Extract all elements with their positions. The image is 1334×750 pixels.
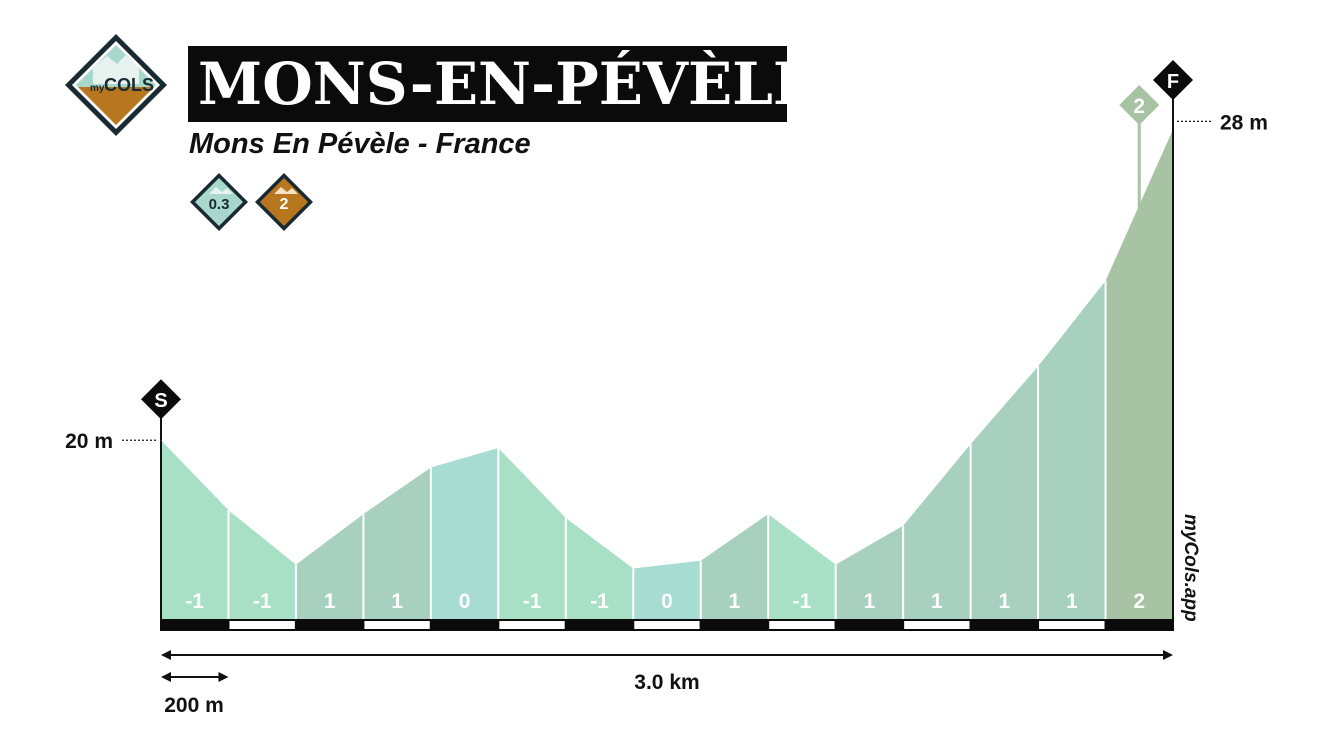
scale-bar-block bbox=[294, 619, 365, 631]
profile-segment bbox=[295, 514, 364, 619]
scale-bar-block bbox=[902, 619, 972, 631]
profile-segment bbox=[768, 514, 836, 619]
scale-label: 200 m bbox=[164, 694, 224, 717]
scale-bar-block bbox=[632, 619, 702, 631]
grade-label: 1 bbox=[864, 590, 876, 613]
grade-label: 1 bbox=[1066, 590, 1078, 613]
profile-segment bbox=[970, 366, 1039, 619]
profile-segment bbox=[1105, 129, 1173, 619]
grade-label: 1 bbox=[931, 590, 943, 613]
grade-label: 0 bbox=[459, 590, 471, 613]
finish-marker bbox=[1153, 60, 1193, 100]
scale-bar-block bbox=[969, 619, 1040, 631]
distance-dimension: 3.0 km 200 m bbox=[161, 650, 1173, 717]
profile-segment bbox=[363, 467, 431, 619]
category-badge: 2 bbox=[255, 173, 313, 231]
brand-label: myCols.app bbox=[1180, 514, 1201, 622]
grade-label: 1 bbox=[729, 590, 741, 613]
scale-bar-block bbox=[699, 619, 770, 631]
profile-segment bbox=[498, 448, 566, 619]
page-title: MONS-EN-PÉVÈLE bbox=[198, 50, 818, 118]
mycols-logo: my COLS bbox=[65, 34, 167, 136]
scale-bar-block bbox=[834, 619, 905, 631]
climb-marker bbox=[1119, 85, 1160, 125]
profile-segment bbox=[700, 514, 769, 619]
grade-labels: -1 -1 1 1 0 -1 -1 0 1 -1 1 1 1 1 2 bbox=[185, 590, 1145, 613]
grade-label: 1 bbox=[998, 590, 1010, 613]
total-distance-arrow-right-head bbox=[1163, 650, 1173, 660]
total-distance-label: 3.0 km bbox=[634, 671, 699, 694]
scale-bar-block bbox=[227, 619, 297, 631]
grade-label: -1 bbox=[523, 590, 542, 613]
distance-scale-bar bbox=[160, 619, 1174, 631]
grade-label: -1 bbox=[793, 590, 812, 613]
scale-bar-block bbox=[429, 619, 500, 631]
scale-bar-block bbox=[497, 619, 567, 631]
logo-word: COLS bbox=[104, 75, 154, 95]
grade-label: -1 bbox=[590, 590, 609, 613]
scale-arrow-left-head bbox=[161, 672, 171, 682]
climb-marker-label: 2 bbox=[1133, 95, 1145, 118]
title-background bbox=[188, 46, 787, 122]
profile-segment bbox=[633, 560, 701, 619]
grade-label: 0 bbox=[661, 590, 673, 613]
scale-bar-block bbox=[564, 619, 635, 631]
profile-segment bbox=[228, 510, 296, 619]
profile-segment bbox=[1038, 280, 1106, 619]
finish-marker-label: F bbox=[1167, 71, 1179, 93]
start-finish-markers: SF2 bbox=[141, 60, 1193, 420]
total-distance-arrow-left-head bbox=[161, 650, 171, 660]
profile-segment bbox=[565, 517, 634, 619]
scale-bar-block bbox=[1037, 619, 1107, 631]
difficulty-badge-label: 0.3 bbox=[209, 196, 230, 213]
scale-bar-block bbox=[160, 619, 230, 631]
start-marker bbox=[141, 379, 181, 420]
start-marker-label: S bbox=[154, 390, 167, 412]
grade-label: 2 bbox=[1133, 590, 1145, 613]
scale-bar-block bbox=[767, 619, 837, 631]
grade-label: -1 bbox=[185, 590, 204, 613]
grade-label: 1 bbox=[391, 590, 403, 613]
grade-label: 1 bbox=[324, 590, 336, 613]
scale-arrow-right-head bbox=[218, 672, 229, 682]
grade-label: -1 bbox=[253, 590, 272, 613]
page-subtitle: Mons En Pévèle - France bbox=[189, 128, 531, 160]
profile-segment bbox=[430, 448, 499, 619]
finish-elevation-label: 28 m bbox=[1220, 111, 1268, 134]
profile-segment bbox=[835, 525, 904, 619]
profile-segment bbox=[903, 444, 971, 619]
difficulty-badge: 0.3 bbox=[190, 173, 248, 231]
start-elevation-label: 20 m bbox=[65, 430, 113, 453]
scale-bar-block bbox=[1104, 619, 1174, 631]
logo-prefix: my bbox=[90, 83, 105, 94]
category-badge-label: 2 bbox=[280, 196, 289, 213]
scale-bar-block bbox=[362, 619, 432, 631]
profile-segment bbox=[161, 440, 229, 619]
profile-segments bbox=[161, 129, 1173, 619]
